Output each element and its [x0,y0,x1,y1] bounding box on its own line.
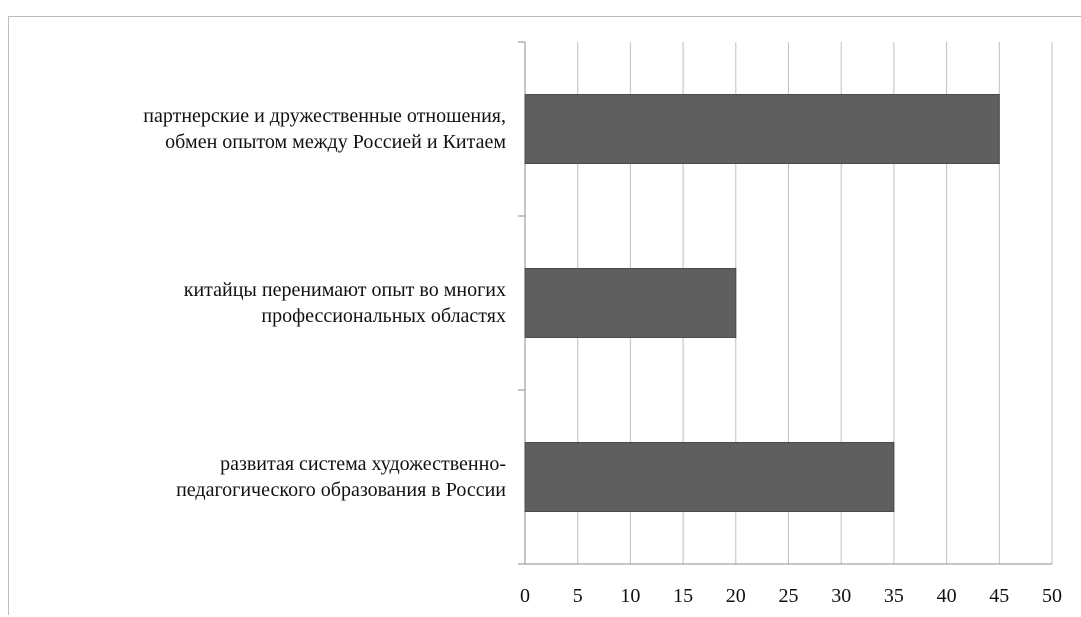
chart-frame [8,16,1081,615]
bar [524,442,895,512]
category-label: развитая система художественно- педагоги… [176,453,506,501]
x-tick-label: 30 [831,585,851,607]
bar [524,268,737,338]
x-tick-label: 10 [620,585,640,607]
x-tick-label: 40 [937,585,957,607]
x-tick-label: 15 [673,585,693,607]
x-tick-label: 50 [1042,585,1062,607]
category-label: партнерские и дружественные отношения, о… [143,105,506,153]
x-tick-label: 35 [884,585,904,607]
x-tick-label: 20 [726,585,746,607]
bar [524,94,1000,164]
x-tick-label: 45 [989,585,1009,607]
category-label: китайцы перенимают опыт во многих профес… [183,279,506,327]
x-tick-label: 5 [573,585,583,607]
x-tick-label: 0 [520,585,530,607]
x-tick-label: 25 [779,585,799,607]
